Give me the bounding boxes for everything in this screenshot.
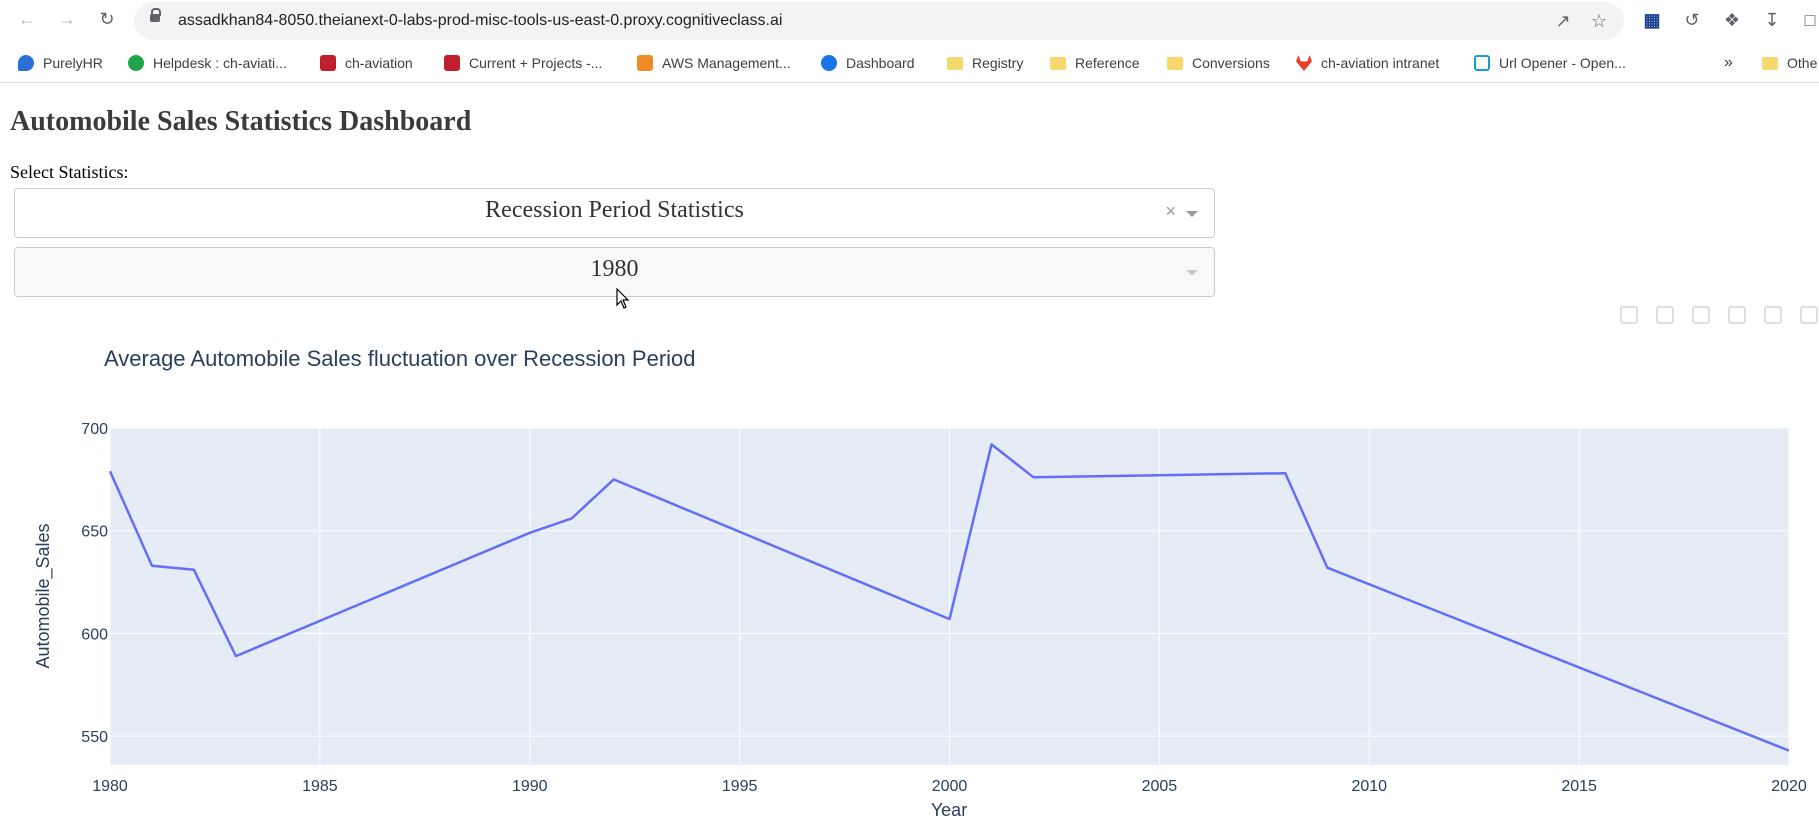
pan-icon[interactable] bbox=[1692, 306, 1710, 324]
x-axis-label: Year bbox=[931, 800, 967, 820]
bookmark-reference[interactable]: Reference bbox=[1050, 53, 1140, 73]
sales-series-line[interactable] bbox=[108, 443, 1790, 752]
x-tick-label: 1990 bbox=[512, 778, 548, 795]
bookmark-label: Conversions bbox=[1192, 55, 1270, 71]
x-tick-label: 2005 bbox=[1142, 778, 1178, 795]
y-tick-label: 650 bbox=[81, 524, 108, 541]
autoscale-icon[interactable] bbox=[1800, 306, 1818, 324]
camera-icon[interactable] bbox=[1620, 306, 1638, 324]
y-tick-label: 550 bbox=[81, 729, 108, 746]
y-tick-label: 600 bbox=[81, 626, 108, 643]
bookmark-conversions[interactable]: Conversions bbox=[1167, 53, 1270, 73]
pulse-icon bbox=[821, 55, 837, 71]
folder-icon bbox=[1167, 56, 1183, 70]
statistics-dropdown[interactable]: Recession Period Statistics × bbox=[14, 188, 1215, 238]
download-icon[interactable]: ↧ bbox=[1764, 10, 1780, 30]
select-statistics-label: Select Statistics: bbox=[10, 162, 129, 182]
aws-cube-icon bbox=[637, 55, 653, 71]
year-dropdown[interactable]: 1980 bbox=[14, 247, 1215, 297]
back-arrow-icon[interactable]: ← bbox=[18, 9, 36, 29]
bookmark-label: PurelyHR bbox=[43, 55, 103, 71]
zoom-icon[interactable] bbox=[1656, 306, 1674, 324]
page-title: Automobile Sales Statistics Dashboard bbox=[10, 106, 472, 137]
bookmarks-more-button[interactable]: » bbox=[1724, 54, 1733, 71]
bookmark-current-projects[interactable]: Current + Projects -... bbox=[444, 53, 602, 73]
url-opener-icon bbox=[1474, 55, 1490, 71]
refresh-extension-icon[interactable]: ↺ bbox=[1684, 10, 1700, 30]
bookmark-label: Othe bbox=[1787, 55, 1818, 71]
bookmark-label: Dashboard bbox=[846, 55, 915, 71]
mouse-cursor-icon bbox=[616, 288, 630, 309]
zoom-in-icon[interactable] bbox=[1728, 306, 1746, 324]
reload-icon[interactable]: ↻ bbox=[99, 9, 115, 29]
bookmark-label: Helpdesk : ch-aviati... bbox=[153, 55, 287, 71]
browser-toolbar: ← → ↻ assadkhan84-8050.theianext-0-labs-… bbox=[0, 0, 1819, 40]
chevron-down-icon[interactable] bbox=[1186, 211, 1198, 217]
chevron-down-icon[interactable] bbox=[1186, 270, 1198, 276]
purelyhr-icon bbox=[18, 55, 34, 71]
bookmark-label: ch-aviation bbox=[345, 55, 413, 71]
x-tick-label: 2010 bbox=[1351, 778, 1387, 795]
year-dropdown-value: 1980 bbox=[590, 256, 639, 282]
bookmark-label: Registry bbox=[972, 55, 1024, 71]
bookmark-star-icon[interactable]: ☆ bbox=[1590, 11, 1608, 31]
folder-icon bbox=[1762, 56, 1778, 70]
bookmark-url-opener[interactable]: Url Opener - Open... bbox=[1474, 53, 1626, 73]
share-icon[interactable]: ↗ bbox=[1555, 11, 1571, 31]
clear-icon[interactable]: × bbox=[1165, 201, 1176, 221]
folder-icon bbox=[1050, 56, 1066, 70]
x-tick-label: 2020 bbox=[1771, 778, 1807, 795]
zoom-out-icon[interactable] bbox=[1764, 306, 1782, 324]
ch-aviation-icon bbox=[320, 55, 336, 71]
bookmark-ch-aviation[interactable]: ch-aviation bbox=[320, 53, 413, 73]
helpdesk-icon bbox=[128, 55, 144, 71]
lock-icon[interactable] bbox=[150, 8, 161, 22]
forward-arrow-icon[interactable]: → bbox=[58, 9, 76, 29]
y-tick-label: 700 bbox=[81, 421, 108, 438]
bookmark-dashboard[interactable]: Dashboard bbox=[821, 53, 915, 73]
bookmark-label: ch-aviation intranet bbox=[1321, 55, 1440, 71]
x-tick-label: 1980 bbox=[92, 778, 128, 795]
bookmark-label: Current + Projects -... bbox=[469, 55, 603, 71]
x-tick-label: 1995 bbox=[722, 778, 758, 795]
bookmark-label: AWS Management... bbox=[662, 55, 791, 71]
chart-modebar bbox=[1620, 306, 1818, 324]
bookmark-registry[interactable]: Registry bbox=[947, 53, 1023, 73]
bookmark-helpdesk[interactable]: Helpdesk : ch-aviati... bbox=[128, 53, 287, 73]
x-tick-label: 1985 bbox=[302, 778, 338, 795]
folder-icon bbox=[947, 56, 963, 70]
statistics-dropdown-value: Recession Period Statistics bbox=[485, 197, 744, 223]
ch-aviation-icon bbox=[444, 55, 460, 71]
address-bar[interactable]: assadkhan84-8050.theianext-0-labs-prod-m… bbox=[134, 2, 1624, 40]
bookmark-aws[interactable]: AWS Management... bbox=[637, 53, 791, 73]
bookmark-purelyhr[interactable]: PurelyHR bbox=[18, 53, 103, 73]
x-tick-label: 2015 bbox=[1561, 778, 1597, 795]
extension-icon[interactable]: ▦ bbox=[1643, 10, 1661, 30]
bookmarks-bar: PurelyHR Helpdesk : ch-aviati... ch-avia… bbox=[0, 44, 1819, 83]
bookmark-label: Url Opener - Open... bbox=[1499, 55, 1626, 71]
bookmark-other[interactable]: Othe bbox=[1762, 53, 1817, 73]
puzzle-icon[interactable]: ❖ bbox=[1723, 10, 1741, 30]
y-axis-label: Automobile_Sales bbox=[33, 523, 54, 668]
side-panel-icon[interactable]: □ bbox=[1804, 10, 1816, 30]
chart-title: Average Automobile Sales fluctuation ove… bbox=[104, 346, 696, 371]
url-text[interactable]: assadkhan84-8050.theianext-0-labs-prod-m… bbox=[178, 12, 783, 29]
x-tick-label: 2000 bbox=[932, 778, 968, 795]
bookmark-ch-aviation-intranet[interactable]: ch-aviation intranet bbox=[1296, 53, 1439, 73]
bookmark-label: Reference bbox=[1075, 55, 1140, 71]
